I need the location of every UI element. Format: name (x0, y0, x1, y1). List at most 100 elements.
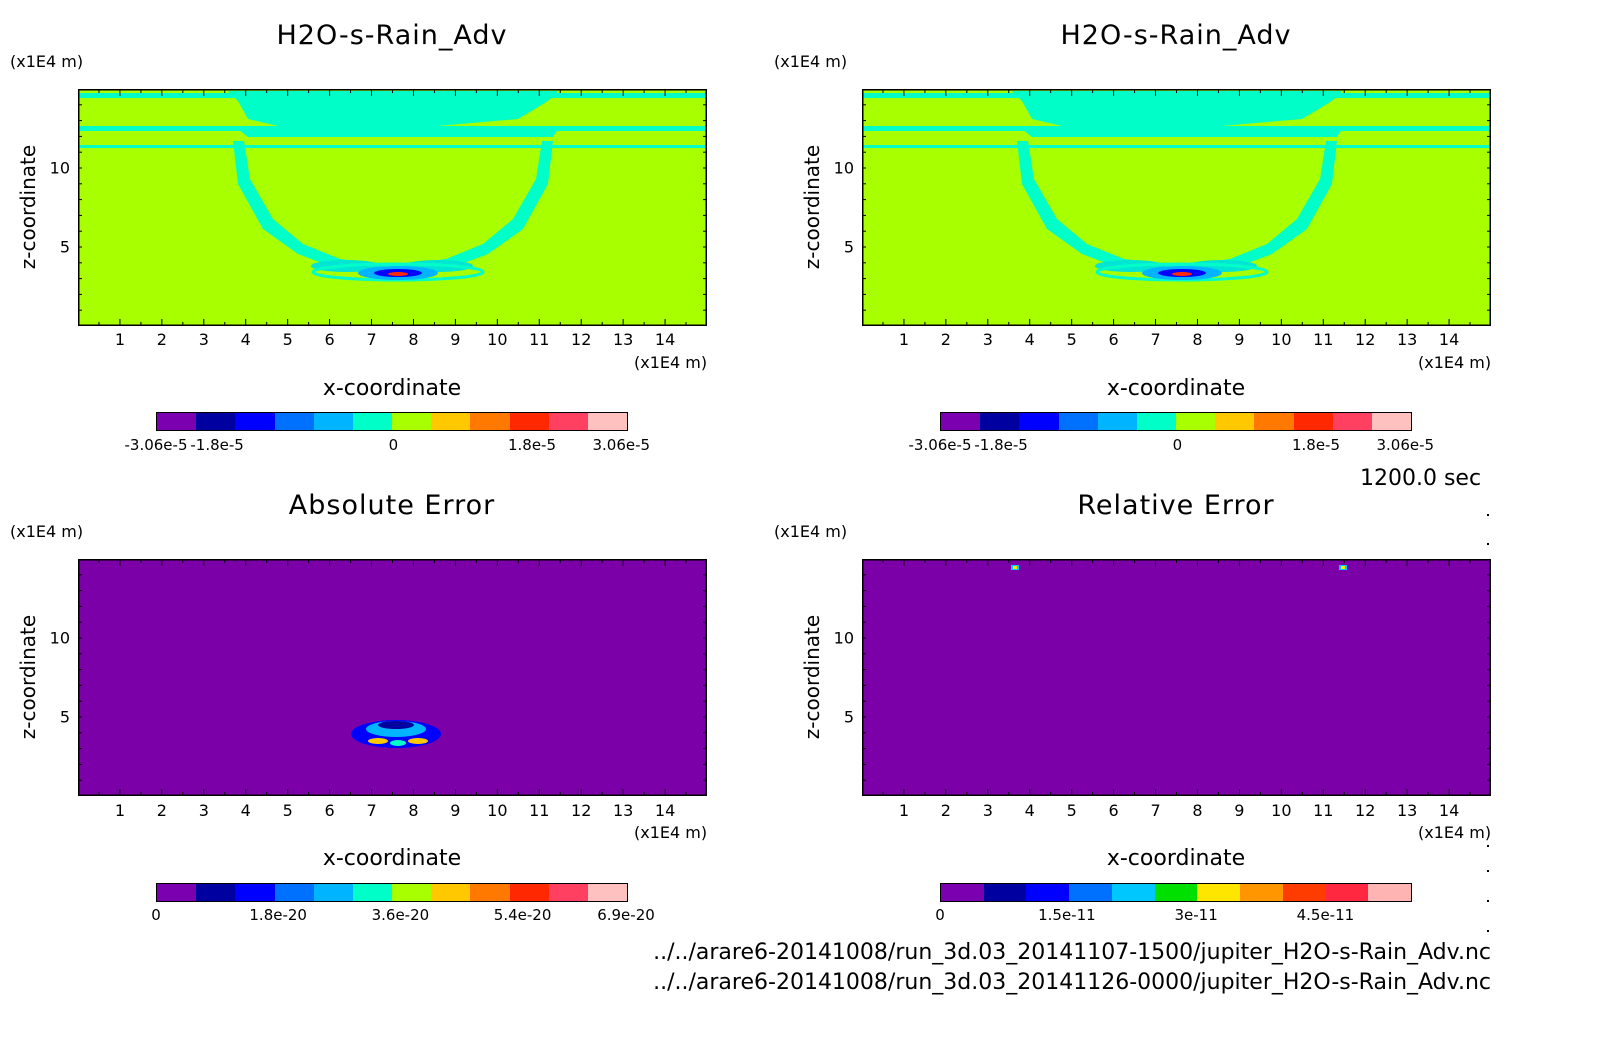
x-tick-label: 8 (408, 801, 419, 820)
upper-band (1022, 129, 1342, 137)
x-tick-label: 14 (654, 801, 676, 820)
x-tick-label: 4 (240, 330, 251, 349)
panel1-title: H2O-s-Rain_Adv (276, 20, 508, 51)
panel3-y-label: z-coordinate (16, 614, 40, 740)
colorbar-label: 3.6e-20 (371, 906, 430, 924)
colorbar-swatch (1325, 884, 1369, 901)
colorbar-label: 0 (1172, 436, 1183, 454)
panel2-x-unit: (x1E4 m) (1418, 353, 1492, 372)
colorbar-swatch (509, 413, 549, 430)
colorbar-swatch (1197, 884, 1241, 901)
x-tick-label: 11 (1313, 801, 1334, 820)
colorbar-swatch (1215, 413, 1255, 430)
x-tick-label: 10 (487, 330, 508, 349)
error-spot (1341, 566, 1345, 569)
colorbar-label: 4.5e-11 (1296, 906, 1355, 924)
colorbar-label: -3.06e-5 (908, 436, 972, 454)
y-tick-label: 5 (843, 237, 854, 257)
x-tick-label: 13 (1396, 330, 1418, 349)
panel2-colorbar (940, 412, 1412, 431)
x-tick-label: 14 (1438, 801, 1460, 820)
margin-dot (1487, 845, 1489, 847)
margin-dot (1487, 930, 1489, 932)
colorbar-swatch (1058, 413, 1098, 430)
panel4-x-label: x-coordinate (1106, 846, 1246, 871)
x-tick-label: 14 (654, 330, 676, 349)
x-tick-label: 4 (1024, 330, 1035, 349)
x-tick-label: 6 (1108, 801, 1119, 820)
y-tick-label: 5 (59, 237, 70, 257)
x-tick-label: 1 (114, 330, 126, 349)
x-tick-label: 2 (156, 801, 167, 820)
panel4-y-unit: (x1E4 m) (774, 522, 848, 541)
colorbar-swatch (196, 884, 236, 901)
colorbar-swatch (1293, 413, 1333, 430)
colorbar-swatch (1069, 884, 1112, 901)
panel2-y-label: z-coordinate (800, 144, 824, 270)
colorbar-swatch (587, 884, 628, 901)
colorbar-swatch (1111, 884, 1155, 901)
colorbar-label: 0 (151, 906, 161, 924)
panel1-y-label: z-coordinate (16, 144, 40, 270)
file-path-1: ../../arare6-20141008/run_3d.03_20141107… (653, 940, 1491, 965)
colorbar-swatch (352, 884, 393, 901)
x-tick-label: 5 (282, 801, 293, 820)
panel2-heatmap (862, 89, 1491, 326)
x-tick-label: 12 (571, 330, 592, 349)
upper-anvil (228, 91, 558, 126)
x-tick-label: 11 (529, 330, 550, 349)
panel4-y-label: z-coordinate (800, 614, 824, 740)
panel2-x-label: x-coordinate (1106, 376, 1246, 401)
error-spot (1013, 566, 1017, 569)
colorbar-swatch (470, 413, 510, 430)
x-tick-label: 8 (1192, 330, 1203, 349)
colorbar-swatch (1154, 884, 1198, 901)
x-tick-label: 3 (198, 801, 209, 820)
x-tick-label: 3 (198, 330, 209, 349)
colorbar-swatch (274, 413, 314, 430)
panel1-colorbar (156, 412, 628, 431)
colorbar-swatch (196, 413, 236, 430)
y-tick-label: 5 (59, 707, 70, 727)
x-tick-label: 13 (612, 330, 634, 349)
x-tick-label: 13 (612, 801, 634, 820)
x-tick-label: 8 (408, 330, 419, 349)
x-tick-label: 6 (324, 801, 335, 820)
cyan-band (862, 145, 1491, 148)
panel4-x-unit: (x1E4 m) (1418, 823, 1492, 842)
panel1-y-unit: (x1E4 m) (10, 52, 84, 71)
colorbar-swatch (1097, 413, 1137, 430)
colorbar-swatch (470, 884, 510, 901)
colorbar-label: 1.8e-5 (507, 436, 557, 454)
panel3-y-unit: (x1E4 m) (10, 522, 84, 541)
panel4-colorbar (940, 883, 1412, 902)
colorbar-label: 3e-11 (1174, 906, 1218, 924)
error-patch (368, 738, 388, 744)
x-tick-label: 5 (282, 330, 293, 349)
panel3-x-unit: (x1E4 m) (634, 823, 708, 842)
x-tick-label: 2 (940, 330, 951, 349)
panel4-title: Relative Error (1077, 490, 1275, 521)
x-tick-label: 9 (1234, 801, 1245, 820)
x-tick-label: 1 (114, 801, 126, 820)
y-tick-label: 10 (833, 158, 854, 178)
colorbar-swatch (1368, 884, 1412, 901)
colorbar-label: 0 (388, 436, 399, 454)
colorbar-swatch (274, 884, 314, 901)
margin-dot (1487, 514, 1489, 516)
panel1-heatmap (78, 89, 707, 326)
minimum-core (388, 272, 408, 276)
upper-anvil (1012, 91, 1342, 126)
file-path-2: ../../arare6-20141008/run_3d.03_20141126… (653, 970, 1491, 995)
colorbar-swatch (941, 884, 984, 901)
x-tick-label: 2 (940, 801, 951, 820)
colorbar-swatch (235, 884, 275, 901)
colorbar-swatch (1332, 413, 1372, 430)
colorbar-swatch (1371, 413, 1412, 430)
cyan-band (862, 126, 1491, 131)
x-tick-label: 9 (450, 330, 461, 349)
panel3-title: Absolute Error (288, 490, 496, 521)
colorbar-label: 6.9e-20 (597, 906, 655, 924)
x-tick-label: 12 (1355, 801, 1376, 820)
colorbar-swatch (548, 413, 588, 430)
